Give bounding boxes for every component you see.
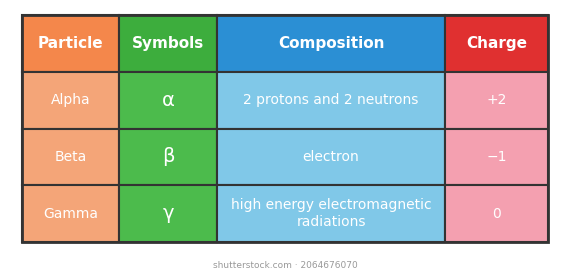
- Bar: [445, 129, 548, 185]
- Bar: [119, 129, 217, 185]
- Text: Gamma: Gamma: [43, 207, 98, 221]
- Text: 2 protons and 2 neutrons: 2 protons and 2 neutrons: [243, 93, 419, 107]
- Text: Composition: Composition: [278, 36, 384, 51]
- Text: Alpha: Alpha: [51, 93, 91, 107]
- Text: −1: −1: [486, 150, 507, 164]
- Text: shutterstock.com · 2064676070: shutterstock.com · 2064676070: [213, 261, 357, 270]
- Bar: [22, 15, 119, 72]
- Bar: [119, 15, 217, 72]
- Text: Symbols: Symbols: [132, 36, 204, 51]
- Bar: [445, 185, 548, 242]
- Bar: [22, 185, 119, 242]
- Text: α: α: [161, 91, 174, 110]
- Bar: [217, 15, 445, 72]
- Text: high energy electromagnetic
radiations: high energy electromagnetic radiations: [231, 198, 431, 229]
- Text: Particle: Particle: [38, 36, 104, 51]
- Text: electron: electron: [303, 150, 360, 164]
- Bar: [22, 129, 119, 185]
- Bar: [217, 72, 445, 129]
- Bar: [119, 72, 217, 129]
- Bar: [217, 185, 445, 242]
- Bar: [217, 129, 445, 185]
- Text: Beta: Beta: [55, 150, 87, 164]
- Text: Charge: Charge: [466, 36, 527, 51]
- Text: β: β: [162, 147, 174, 166]
- Text: γ: γ: [162, 204, 174, 223]
- Bar: [22, 72, 119, 129]
- Text: +2: +2: [487, 93, 507, 107]
- Bar: [22, 15, 548, 242]
- Bar: [119, 185, 217, 242]
- Text: 0: 0: [492, 207, 501, 221]
- Bar: [445, 15, 548, 72]
- Bar: [445, 72, 548, 129]
